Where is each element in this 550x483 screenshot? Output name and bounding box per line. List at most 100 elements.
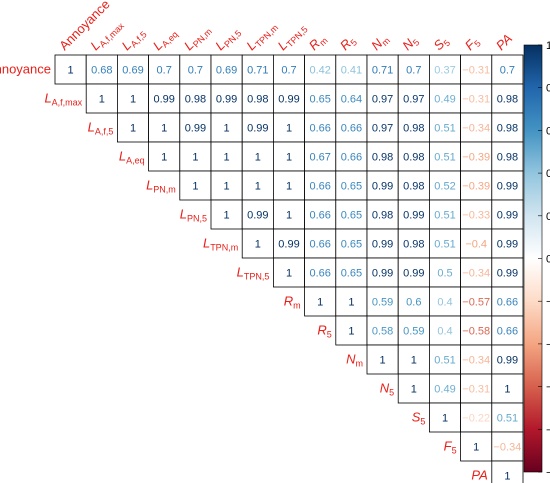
cell-value: 0.7 [500, 65, 515, 77]
matrix-cell: 0.69 [117, 54, 150, 85]
cell-value: 0.98 [497, 94, 518, 106]
cell-box [148, 112, 181, 143]
cell-box [335, 112, 368, 143]
matrix-cell: 0.66 [304, 112, 337, 143]
matrix-cell: 0.99 [241, 112, 274, 143]
cell-value: 1 [255, 239, 261, 251]
matrix-cell: 0.4 [428, 286, 461, 317]
matrix-cell: −0.33 [460, 199, 493, 230]
cell-value: 0.41 [341, 65, 362, 77]
cell-value: 0.98 [185, 94, 206, 106]
row-label: LTPN,5 [237, 265, 270, 282]
cell-value: 0.49 [434, 384, 455, 396]
matrix-cell: −0.31 [460, 83, 493, 114]
matrix-cell: 0.6 [397, 286, 430, 317]
matrix-cell: 0.99 [366, 257, 399, 288]
matrix-cell: 0.99 [148, 83, 181, 114]
colorbar-tick-label: −0.6 [546, 382, 550, 394]
colorbar-tick-label: 0.2 [546, 211, 550, 223]
cell-box [179, 83, 212, 114]
cell-value: 0.97 [372, 94, 393, 106]
cell-box [460, 315, 493, 346]
cell-value: 0.99 [497, 181, 518, 193]
cell-box [272, 228, 305, 259]
cell-box [460, 228, 493, 259]
colorbar-tick-label: −0.2 [546, 296, 550, 308]
cell-box [335, 141, 368, 172]
matrix-cell: −0.39 [460, 170, 493, 201]
cell-box [397, 54, 430, 85]
matrix-cell: 0.64 [335, 83, 368, 114]
matrix-cell: 0.66 [304, 257, 337, 288]
cell-box [428, 402, 461, 433]
cell-value: 0.51 [434, 239, 455, 251]
cell-value: 0.65 [309, 94, 330, 106]
matrix-cell: 0.7 [491, 54, 524, 85]
matrix-cell: 0.51 [428, 141, 461, 172]
matrix-cell: 1 [460, 431, 493, 462]
matrix-cell: 0.7 [148, 54, 181, 85]
cell-value: 0.98 [403, 239, 424, 251]
cell-value: 1 [380, 355, 386, 367]
matrix-cell: 0.41 [335, 54, 368, 85]
cell-box [272, 141, 305, 172]
colorbar-tick-label: 0.4 [546, 168, 550, 180]
cell-value: 0.97 [372, 123, 393, 135]
cell-value: 1 [442, 413, 448, 425]
cell-value: −0.34 [462, 123, 490, 135]
cell-value: 0.71 [372, 65, 393, 77]
row-label: LPN,m [146, 178, 176, 195]
cell-box [428, 199, 461, 230]
cell-value: 0.4 [437, 326, 452, 338]
matrix-cell: −0.58 [460, 315, 493, 346]
matrix-cell: 0.65 [335, 199, 368, 230]
matrix-cell: −0.34 [460, 257, 493, 288]
matrix-cell: 1 [179, 141, 212, 172]
cell-value: 0.49 [434, 94, 455, 106]
matrix-cell: −0.31 [460, 373, 493, 404]
matrix-cell: 0.98 [397, 170, 430, 201]
cell-value: 0.7 [281, 65, 296, 77]
colorbar-tick-label: 1 [546, 40, 550, 52]
cell-value: 0.5 [437, 268, 452, 280]
cell-box [304, 83, 337, 114]
cell-value: 0.98 [403, 181, 424, 193]
row-label: LA,eq [119, 149, 145, 166]
matrix-cell: 1 [272, 170, 305, 201]
cell-value: 1 [286, 123, 292, 135]
cell-box [428, 315, 461, 346]
cell-value: −0.4 [465, 239, 487, 251]
cell-value: 0.66 [309, 123, 330, 135]
cell-box [428, 228, 461, 259]
cell-value: 0.65 [341, 268, 362, 280]
row-label: Rm [284, 294, 301, 311]
matrix-cell: 0.99 [272, 83, 305, 114]
matrix-cell: 0.99 [366, 170, 399, 201]
cell-value: 0.7 [188, 65, 203, 77]
cell-box [397, 199, 430, 230]
cell-box [460, 83, 493, 114]
matrix-cell: −0.34 [460, 344, 493, 375]
cell-value: 0.98 [247, 94, 268, 106]
cell-value: 0.99 [403, 268, 424, 280]
matrix-cell: 1 [148, 141, 181, 172]
matrix-cell: 1 [148, 112, 181, 143]
matrix-cell: 0.98 [491, 112, 524, 143]
cell-box [491, 431, 524, 462]
matrix-cell: 1 [397, 373, 430, 404]
cell-box [460, 199, 493, 230]
cell-box [85, 83, 118, 114]
matrix-cell: 0.66 [304, 199, 337, 230]
matrix-cell: 0.5 [428, 257, 461, 288]
matrix-cell: 0.98 [241, 83, 274, 114]
cell-value: 1 [161, 152, 167, 164]
cell-value: −0.39 [462, 152, 490, 164]
cell-box [460, 257, 493, 288]
matrix-cell: 0.98 [397, 228, 430, 259]
cell-value: 0.66 [309, 268, 330, 280]
matrix-cell: 0.7 [179, 54, 212, 85]
cell-value: 1 [255, 152, 261, 164]
matrix-cell: 0.99 [491, 170, 524, 201]
